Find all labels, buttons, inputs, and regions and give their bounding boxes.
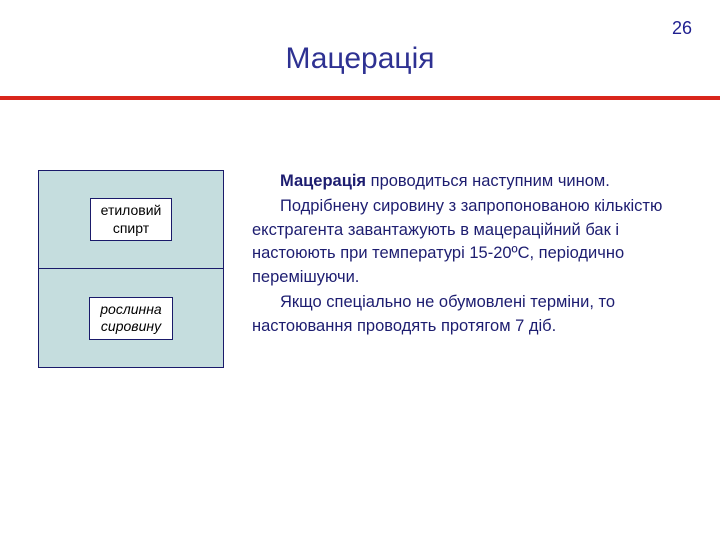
label-line: спирт xyxy=(113,220,149,236)
paragraph-1: Мацерація проводиться наступним чином. xyxy=(252,170,690,193)
bold-term: Мацерація xyxy=(280,172,366,190)
page-number: 26 xyxy=(672,18,692,39)
label-ethanol: етиловий спирт xyxy=(90,198,173,241)
body-text: Мацерація проводиться наступним чином. П… xyxy=(252,170,690,368)
paragraph-2: Подрібнену сировину з запропонованою кіл… xyxy=(252,195,690,289)
slide-title: Мацерація xyxy=(0,0,720,76)
diagram-container: етиловий спирт рослинна сировину xyxy=(38,170,224,368)
text-span: проводиться наступним чином. xyxy=(366,172,610,190)
label-line: рослинна xyxy=(100,301,161,317)
diagram-cell-bottom: рослинна сировину xyxy=(38,269,224,368)
content-area: етиловий спирт рослинна сировину Мацерац… xyxy=(0,100,720,368)
label-line: сировину xyxy=(101,318,161,334)
label-line: етиловий xyxy=(101,202,162,218)
label-plant-material: рослинна сировину xyxy=(89,297,172,340)
paragraph-3: Якщо спеціально не обумовлені терміни, т… xyxy=(252,291,690,338)
diagram-cell-top: етиловий спирт xyxy=(38,170,224,269)
